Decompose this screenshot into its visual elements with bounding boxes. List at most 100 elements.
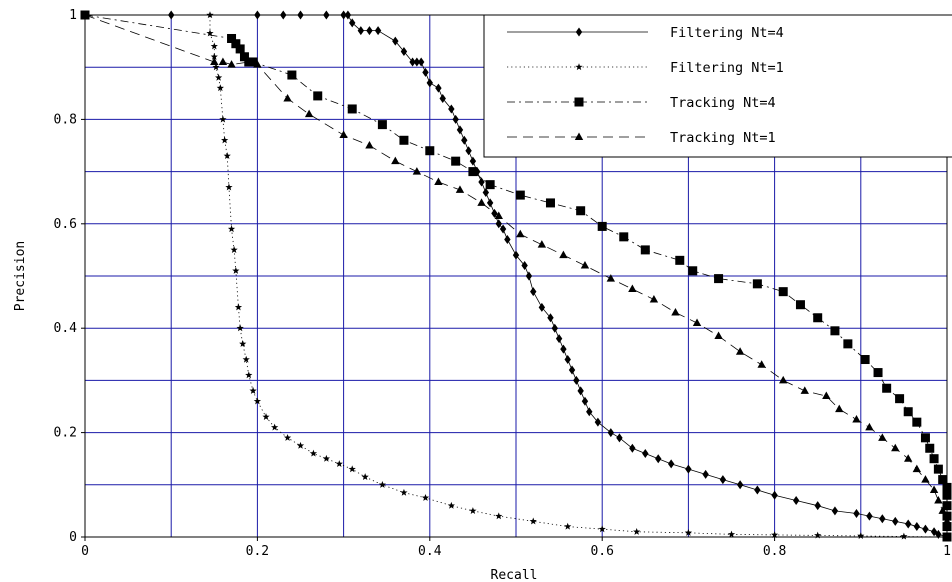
- y-tick-label: 0.8: [54, 112, 77, 127]
- data-point-square: [873, 368, 883, 378]
- data-point-diamond: [702, 469, 709, 479]
- data-point-diamond: [581, 396, 589, 406]
- legend: Filtering Nt=4 Filtering Nt=1 Tracking Nt=…: [483, 14, 952, 158]
- data-point-square: [248, 57, 258, 67]
- data-point-diamond: [366, 26, 373, 36]
- series-4: [80, 10, 952, 540]
- data-point-square: [714, 274, 724, 284]
- data-point-star: [770, 531, 779, 538]
- data-point-square: [425, 146, 435, 156]
- data-point-diamond: [426, 78, 433, 88]
- data-point-diamond: [413, 57, 421, 67]
- data-point-square: [925, 443, 935, 453]
- data-point-diamond: [594, 417, 602, 427]
- data-point-diamond: [667, 459, 675, 469]
- data-point-star: [215, 73, 223, 81]
- data-point-square: [882, 383, 892, 393]
- data-point-triangle: [904, 454, 913, 462]
- legend-marker-square: [574, 97, 584, 107]
- data-point-diamond: [525, 271, 533, 281]
- data-point-diamond: [469, 156, 477, 166]
- data-point-triangle: [253, 60, 262, 68]
- data-point-diamond: [400, 47, 408, 57]
- legend-marker-diamond: [575, 27, 583, 37]
- data-point-star: [221, 136, 229, 144]
- data-point-star: [421, 494, 430, 501]
- data-point-triangle: [929, 485, 939, 494]
- data-point-star: [309, 449, 318, 457]
- data-point-square: [933, 464, 943, 474]
- data-point-diamond: [736, 480, 744, 490]
- data-point-square: [795, 300, 805, 310]
- data-point-square: [912, 417, 922, 427]
- data-point-star: [262, 413, 270, 421]
- data-point-diamond: [853, 509, 860, 519]
- data-point-triangle: [537, 240, 547, 248]
- data-point-diamond: [879, 514, 886, 524]
- data-point-square: [640, 245, 650, 255]
- data-point-star: [900, 532, 908, 540]
- data-point-star: [232, 266, 240, 274]
- data-point-star: [598, 525, 606, 533]
- data-point-star: [857, 532, 865, 540]
- data-point-diamond: [831, 506, 839, 516]
- data-point-square: [515, 190, 525, 200]
- data-point-diamond: [495, 219, 502, 229]
- x-tick-label: 0.8: [763, 544, 786, 559]
- x-axis-title: Recall: [491, 568, 538, 582]
- data-point-square: [468, 167, 478, 177]
- data-point-square: [688, 266, 698, 276]
- y-axis-title: Precision: [13, 241, 28, 311]
- data-point-star: [361, 473, 369, 481]
- data-point-star: [210, 52, 218, 60]
- data-point-square: [619, 232, 629, 242]
- data-point-diamond: [607, 428, 615, 438]
- data-point-diamond: [357, 26, 365, 36]
- data-point-diamond: [577, 386, 584, 396]
- y-tick-label: 0.6: [54, 217, 77, 232]
- data-point-triangle: [365, 141, 374, 149]
- data-point-star: [684, 529, 693, 536]
- data-point-diamond: [499, 224, 507, 234]
- data-point-star: [814, 531, 822, 539]
- data-point-triangle: [757, 360, 766, 368]
- data-point-diamond: [448, 104, 455, 114]
- data-point-triangle: [835, 404, 844, 413]
- data-point-star: [219, 115, 227, 123]
- data-point-star: [322, 454, 330, 462]
- data-point-diamond: [754, 485, 761, 495]
- data-point-star: [249, 387, 257, 394]
- data-point-square: [235, 44, 245, 54]
- data-point-square: [399, 135, 409, 145]
- data-point-diamond: [482, 187, 490, 197]
- data-point-square: [313, 91, 323, 101]
- data-point-diamond: [439, 94, 446, 104]
- data-point-square: [843, 339, 853, 349]
- data-point-diamond: [452, 114, 459, 124]
- data-point-star: [283, 434, 292, 441]
- data-point-diamond: [719, 475, 727, 485]
- data-point-square: [545, 198, 555, 208]
- data-point-star: [253, 397, 262, 405]
- data-point-square: [675, 255, 685, 265]
- data-point-triangle: [434, 177, 443, 186]
- data-point-square: [860, 355, 870, 365]
- data-point-triangle: [822, 391, 831, 400]
- data-point-triangle: [671, 308, 680, 316]
- data-point-diamond: [478, 177, 485, 187]
- data-point-star: [447, 501, 455, 509]
- legend-label: Filtering Nt=4: [670, 25, 784, 41]
- data-point-diamond: [422, 67, 429, 77]
- data-point-diamond: [456, 125, 464, 135]
- data-point-diamond: [465, 146, 472, 156]
- data-point-triangle: [921, 475, 930, 483]
- data-point-square: [231, 39, 241, 49]
- y-tick-label: 0.2: [54, 426, 77, 441]
- data-point-diamond: [568, 365, 576, 375]
- data-point-star: [271, 423, 279, 431]
- data-point-star: [227, 225, 236, 233]
- data-point-square: [377, 120, 387, 130]
- data-point-star: [234, 303, 243, 311]
- data-point-diamond: [616, 433, 623, 443]
- data-point-square: [938, 475, 948, 485]
